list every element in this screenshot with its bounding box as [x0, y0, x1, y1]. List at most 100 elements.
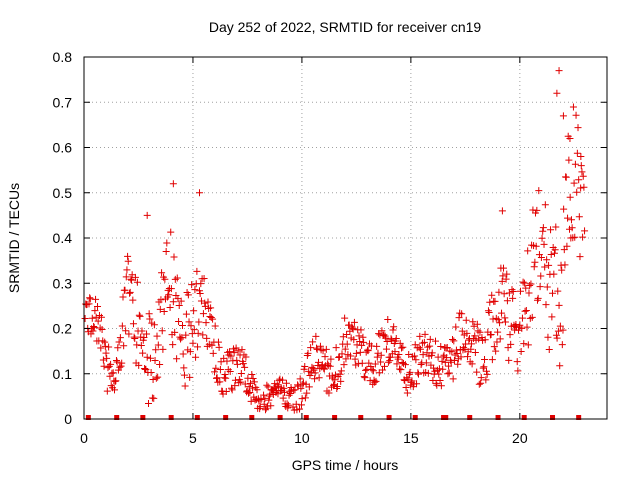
data-point	[545, 345, 553, 353]
data-point	[185, 318, 193, 326]
data-point	[378, 327, 386, 335]
data-point	[163, 239, 171, 247]
data-point	[563, 242, 571, 250]
data-point	[284, 401, 292, 409]
data-point	[449, 375, 457, 383]
data-point-peak	[566, 134, 574, 142]
zero-marker	[576, 415, 582, 420]
data-point	[149, 376, 157, 384]
data-point	[90, 322, 98, 330]
data-point	[248, 371, 256, 379]
zero-marker	[412, 415, 418, 420]
data-point	[203, 334, 211, 342]
data-point	[396, 365, 404, 373]
data-point	[123, 266, 131, 274]
data-point	[170, 253, 178, 261]
data-point	[309, 364, 317, 372]
zero-marker	[495, 415, 501, 420]
data-point	[161, 275, 169, 283]
data-point	[213, 374, 221, 382]
data-point	[175, 317, 183, 325]
data-point	[342, 355, 350, 363]
data-point	[97, 313, 105, 321]
data-point	[573, 149, 581, 157]
data-point	[99, 356, 107, 364]
data-point	[351, 355, 359, 363]
data-point	[322, 345, 330, 353]
x-tick-label: 5	[189, 430, 197, 446]
data-point	[102, 349, 110, 357]
data-point	[137, 342, 145, 350]
data-point	[453, 349, 461, 357]
data-point	[241, 380, 249, 388]
data-point	[194, 329, 202, 337]
y-axis-label: SRMTID / TECUs	[6, 183, 22, 293]
data-point	[89, 327, 97, 335]
data-point	[192, 353, 200, 361]
data-point-peak	[143, 211, 151, 219]
data-point	[533, 296, 541, 304]
x-tick-label: 0	[80, 430, 88, 446]
data-point	[399, 343, 407, 351]
data-point	[180, 371, 188, 379]
data-point	[572, 111, 580, 119]
data-point	[569, 103, 577, 111]
data-point	[343, 330, 351, 338]
data-point	[523, 323, 531, 331]
data-point	[321, 353, 329, 361]
data-point	[538, 234, 546, 242]
data-point	[143, 353, 151, 361]
data-point	[239, 360, 247, 368]
data-point	[280, 388, 288, 396]
data-point	[550, 270, 558, 278]
data-point	[212, 374, 220, 382]
data-point	[432, 337, 439, 345]
data-point	[103, 387, 111, 395]
data-point	[574, 124, 582, 132]
data-point	[158, 327, 166, 335]
data-point	[124, 252, 132, 260]
data-point	[471, 332, 479, 340]
data-point	[311, 375, 319, 383]
data-point	[245, 389, 253, 397]
data-point	[571, 160, 579, 168]
data-point	[122, 273, 130, 281]
data-point	[526, 281, 534, 289]
data-point	[216, 366, 224, 374]
data-point	[131, 273, 139, 281]
data-point	[570, 179, 578, 187]
data-point	[541, 201, 549, 209]
data-point	[552, 223, 560, 231]
data-point	[88, 314, 96, 322]
data-point	[133, 341, 141, 349]
data-point	[202, 319, 210, 327]
y-tick-label: 0.5	[53, 185, 73, 201]
data-point	[517, 348, 525, 355]
data-point	[154, 341, 162, 349]
data-point	[426, 335, 434, 343]
data-point	[471, 349, 479, 357]
data-point	[212, 364, 220, 372]
data-point	[273, 381, 281, 389]
data-point	[193, 267, 201, 275]
data-point	[420, 338, 428, 346]
data-point	[493, 338, 501, 346]
data-point	[118, 322, 126, 330]
data-point	[216, 378, 224, 386]
data-point	[398, 344, 406, 352]
data-point	[146, 354, 154, 362]
data-point	[116, 363, 124, 371]
data-point	[326, 362, 334, 370]
data-point	[86, 294, 94, 302]
data-point	[549, 289, 557, 297]
data-point	[309, 338, 317, 346]
data-point	[311, 369, 319, 377]
data-point	[129, 296, 137, 304]
data-point	[117, 362, 125, 370]
data-point	[355, 332, 363, 340]
data-point	[369, 367, 377, 375]
data-point	[394, 355, 402, 363]
data-point	[305, 383, 313, 391]
data-point	[135, 311, 143, 319]
data-point	[136, 312, 144, 320]
